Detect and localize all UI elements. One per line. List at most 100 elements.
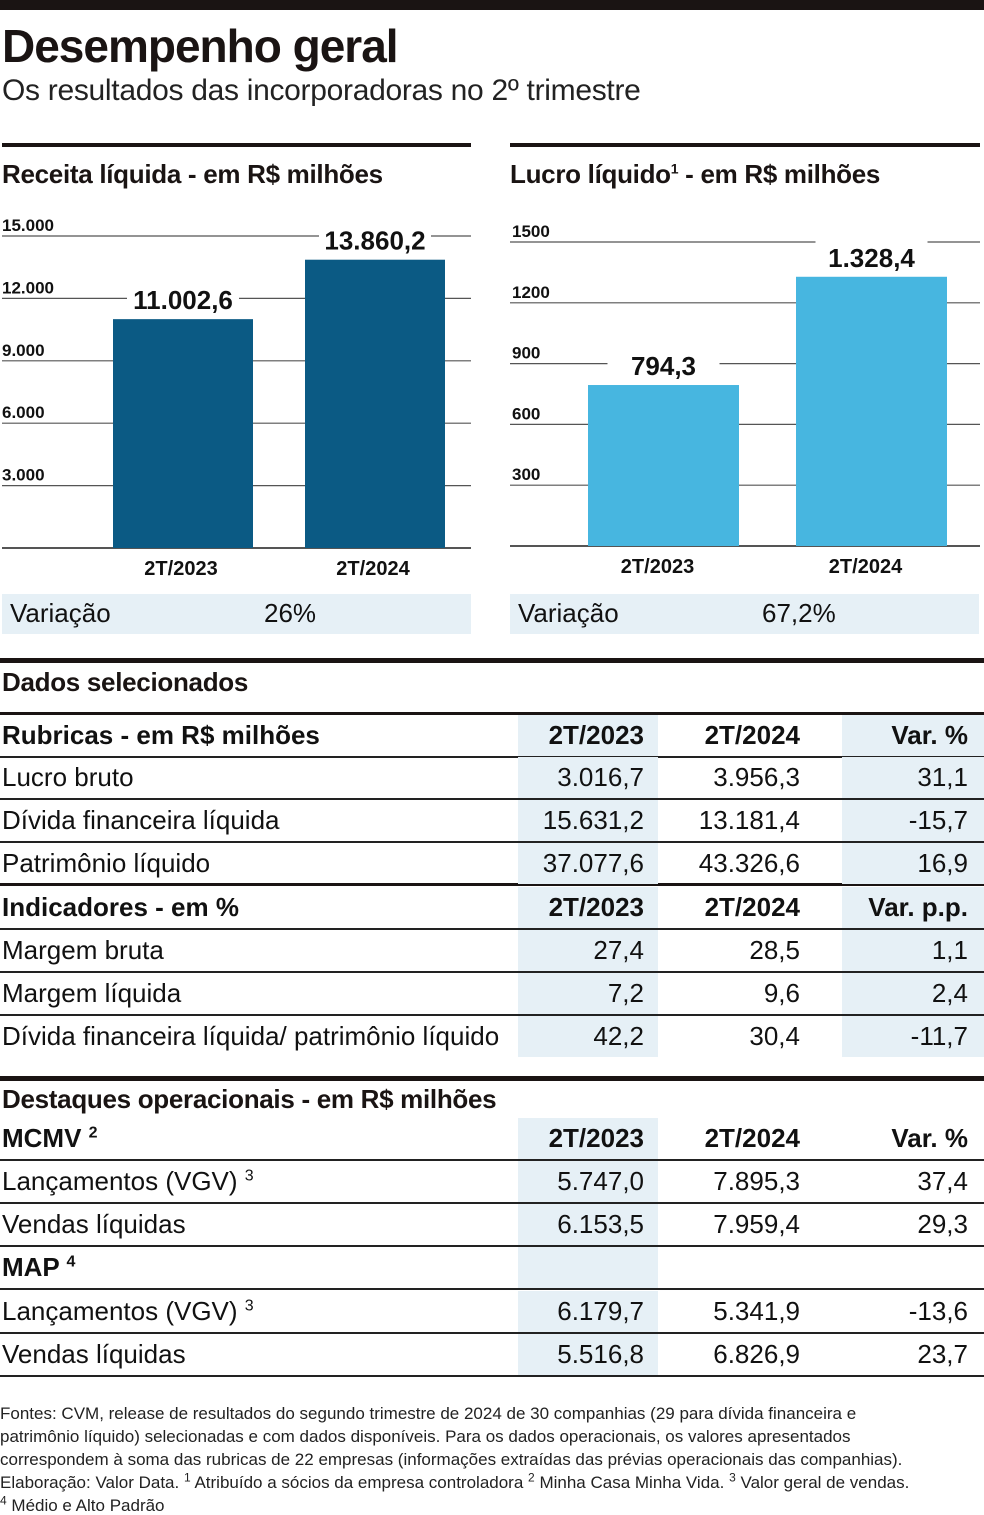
row-label: Patrimônio líquido <box>2 848 211 878</box>
data-label: 11.002,6 <box>133 285 233 315</box>
header-cell: Rubricas - em R$ milhões <box>2 720 320 750</box>
destaques-table: MCMV 2 2T/2023 2T/2024 Var. % Lançamento… <box>0 1118 984 1383</box>
mcmv-label: MCMV 2 <box>2 1118 98 1159</box>
page-title: Desempenho geral <box>2 20 399 72</box>
bar <box>796 276 947 546</box>
row-label-text: Lançamentos (VGV) <box>2 1166 238 1196</box>
receita-bar-chart: 3.000 6.000 9.000 12.000 15.000 11.002,6 2T/20… <box>2 216 471 580</box>
table-row: Lançamentos (VGV) 3 5.747,0 7.895,3 37,4 <box>0 1161 984 1204</box>
footer-text: Médio e Alto Padrão <box>6 1496 165 1515</box>
mcmv-header-row: MCMV 2 2T/2023 2T/2024 Var. % <box>0 1118 984 1161</box>
footer-line: patrimônio líquido) selecionadas e com d… <box>0 1427 851 1446</box>
variacao-value: 67,2% <box>762 598 836 628</box>
y-tick-label: 6.000 <box>2 403 45 422</box>
data-label-bg <box>815 238 928 271</box>
variacao-label: Variação <box>518 598 619 628</box>
data-label: 794,3 <box>631 351 696 381</box>
destaques-section-title: Destaques operacionais - em R$ milhões <box>2 1084 497 1114</box>
y-tick-label: 15.000 <box>2 216 54 235</box>
page-subtitle: Os resultados das incorporadoras no 2º t… <box>2 74 641 107</box>
y-tick-label: 600 <box>512 404 540 423</box>
value-cell: 30,4 <box>749 1021 800 1051</box>
variacao-value: 26% <box>264 598 317 628</box>
value-cell: 29,3 <box>917 1209 968 1239</box>
table-row: Dívida financeira líquida/ patrimônio lí… <box>0 1016 984 1059</box>
value-cell: 16,9 <box>842 843 984 884</box>
value-cell: 5.341,9 <box>713 1296 800 1326</box>
y-tick-label: 9.000 <box>2 341 45 360</box>
value-cell: 6.826,9 <box>713 1339 800 1369</box>
row-label-sup: 3 <box>244 1297 254 1315</box>
y-tick-label: 300 <box>512 465 540 484</box>
footnote-marker: 3 <box>729 1470 736 1485</box>
header-cell: 2T/2024 <box>704 892 800 922</box>
map-header-row: MAP 4 <box>0 1247 984 1290</box>
map-label-text: MAP <box>2 1252 60 1282</box>
table-row: Lançamentos (VGV) 3 6.179,7 5.341,9 -13,… <box>0 1291 984 1334</box>
header-cell: 2T/2023 <box>518 887 658 928</box>
table-row: Lucro bruto 3.016,7 3.956,3 31,1 <box>0 757 984 800</box>
value-cell: 42,2 <box>518 1016 658 1057</box>
footer-notes: Fontes: CVM, release de resultados do se… <box>0 1402 980 1515</box>
value-cell: 1,1 <box>842 930 984 971</box>
footer-line: 4 Médio e Alto Padrão <box>0 1494 980 1515</box>
data-label-bg <box>127 281 239 314</box>
table-row: Vendas líquidas 5.516,8 6.826,9 23,7 <box>0 1334 984 1377</box>
data-label-bg <box>319 221 431 254</box>
category-label: 2T/2024 <box>336 558 410 580</box>
value-cell: 15.631,2 <box>518 800 658 841</box>
category-label: 2T/2023 <box>144 558 217 580</box>
dados-table: Rubricas - em R$ milhões 2T/2023 2T/2024… <box>0 712 984 1062</box>
value-cell: 28,5 <box>749 935 800 965</box>
variacao-label: Variação <box>10 598 111 628</box>
footer-text: Atribuído a sócios da empresa controlado… <box>190 1473 529 1492</box>
value-cell: 5.516,8 <box>518 1334 658 1375</box>
bar <box>588 385 739 546</box>
bar <box>305 259 445 548</box>
value-cell: 13.181,4 <box>698 805 800 835</box>
lucro-bar-chart: 300 600 900 1200 1500 794,3 2T/2023 1.328,4 2T/2… <box>510 222 980 578</box>
header-cell: 2T/2024 <box>704 720 800 750</box>
y-tick-label: 1200 <box>512 283 550 302</box>
footer-line: Elaboração: Valor Data. 1 Atribuído a só… <box>0 1471 980 1494</box>
value-cell: 7,2 <box>518 973 658 1014</box>
footer-line: Fontes: CVM, release de resultados do se… <box>0 1404 857 1423</box>
header-cell: 2T/2023 <box>518 715 658 756</box>
header-cell: 2T/2024 <box>704 1123 800 1153</box>
section-rule <box>0 658 984 663</box>
lucro-chart-title: Lucro líquido1 - em R$ milhões <box>510 159 880 190</box>
value-cell: 9,6 <box>763 978 800 1008</box>
row-label: Dívida financeira líquida <box>2 805 280 835</box>
row-label: Margem bruta <box>2 935 164 965</box>
row-label: Lançamentos (VGV) 3 <box>2 1161 254 1202</box>
map-label-sup: 4 <box>66 1253 76 1271</box>
mcmv-label-text: MCMV <box>2 1123 82 1153</box>
category-label: 2T/2024 <box>829 556 903 578</box>
footer-text: Elaboração: Valor Data. <box>0 1473 184 1492</box>
row-label: Lucro bruto <box>2 762 134 792</box>
header-cell: Var. p.p. <box>842 887 984 928</box>
value-cell: -11,7 <box>842 1016 984 1057</box>
row-label: Margem líquida <box>2 978 182 1008</box>
receita-chart-title: Receita líquida - em R$ milhões <box>2 159 383 189</box>
table-row: Margem bruta 27,4 28,5 1,1 <box>0 930 984 973</box>
value-cell: 7.959,4 <box>713 1209 800 1239</box>
indicadores-header-row: Indicadores - em % 2T/2023 2T/2024 Var. … <box>0 887 984 930</box>
footnote-marker: 4 <box>0 1493 7 1508</box>
data-label-bg <box>607 347 720 380</box>
lucro-title-suffix: - em R$ milhões <box>678 159 881 189</box>
category-label: 2T/2023 <box>621 556 694 578</box>
value-cell: 31,1 <box>842 757 984 798</box>
map-label: MAP 4 <box>2 1247 75 1288</box>
data-label: 1.328,4 <box>828 243 915 273</box>
dados-section-title: Dados selecionados <box>2 667 249 697</box>
lucro-variacao-box: Variação 67,2% <box>510 594 979 634</box>
table-row: Patrimônio líquido 37.077,6 43.326,6 16,… <box>0 843 984 886</box>
lucro-title-sup: 1 <box>670 160 679 177</box>
rubricas-header-row: Rubricas - em R$ milhões 2T/2023 2T/2024… <box>0 712 984 758</box>
value-cell: 43.326,6 <box>698 848 800 878</box>
value-cell: 27,4 <box>518 930 658 971</box>
value-cell: 6.179,7 <box>518 1291 658 1332</box>
row-label: Dívida financeira líquida/ patrimônio lí… <box>2 1021 500 1051</box>
value-cell: 37.077,6 <box>518 843 658 884</box>
